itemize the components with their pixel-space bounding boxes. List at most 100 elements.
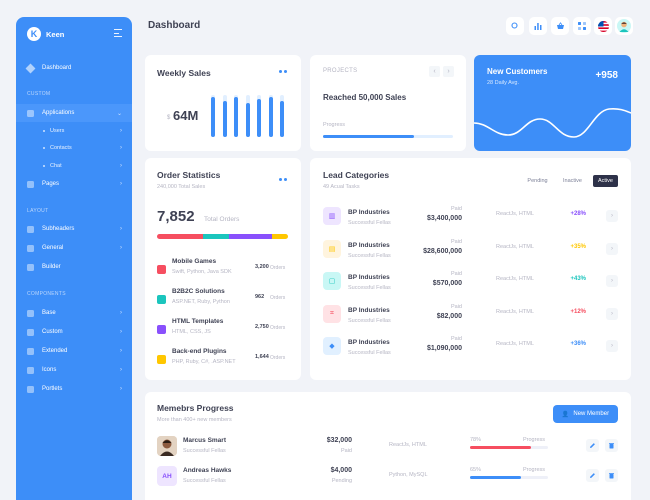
base-icon — [27, 309, 34, 317]
member-name[interactable]: Andreas Hawks — [183, 467, 232, 474]
weekly-sales-amount: 64M — [173, 108, 199, 123]
chevron-right-icon: › — [120, 163, 122, 169]
lead-company[interactable]: BP Industries — [348, 209, 390, 216]
chevron-right-icon: › — [120, 329, 122, 335]
member-tech: Python, MySQL — [389, 472, 428, 478]
lead-amount: $82,000 — [436, 312, 462, 320]
portlets-icon — [27, 385, 34, 393]
lead-company[interactable]: BP Industries — [348, 339, 390, 346]
projects-headline: Reached 50,000 Sales — [323, 93, 407, 102]
new-member-button[interactable]: 👤 New Member — [553, 405, 618, 423]
sidebar-item-label: Portlets — [42, 386, 63, 392]
bar — [234, 97, 238, 137]
order-item-unit: Orders — [270, 354, 286, 361]
add-user-icon: 👤 — [561, 411, 570, 418]
sidebar-subitem-contacts[interactable]: Contacts › — [16, 141, 132, 155]
customers-count: +958 — [595, 70, 618, 81]
member-avatar: AH — [157, 466, 177, 486]
sidebar-item-custom[interactable]: Custom › — [16, 323, 132, 341]
lead-company[interactable]: BP Industries — [348, 241, 390, 249]
card-title: Weekly Sales — [157, 68, 211, 78]
more-options-icon[interactable] — [279, 178, 287, 181]
user-avatar-button[interactable] — [615, 17, 633, 35]
us-flag-icon — [597, 20, 609, 32]
sidebar-item-label: Custom — [42, 329, 63, 335]
sidebar-item-builder[interactable]: Builder — [16, 258, 132, 276]
sidebar-item-applications[interactable]: Applications ⌄ — [16, 104, 132, 122]
progress-fill — [470, 446, 531, 449]
lead-company[interactable]: BP Industries — [348, 274, 390, 281]
next-button[interactable]: › — [443, 66, 454, 77]
bar — [280, 101, 284, 137]
bullet-icon — [43, 130, 45, 132]
sidebar-item-portlets[interactable]: Portlets › — [16, 380, 132, 398]
sidebar-subitem-users[interactable]: Users › — [16, 124, 132, 138]
sidebar-item-base[interactable]: Base › — [16, 304, 132, 322]
edit-button[interactable] — [586, 439, 599, 452]
lead-amount: $28,600,000 — [423, 247, 462, 255]
member-name[interactable]: Marcus Smart — [183, 437, 226, 444]
brand[interactable]: K Keen — [16, 17, 132, 51]
chevron-right-icon: › — [120, 310, 122, 316]
bar-chart-icon — [534, 23, 542, 30]
row-action-button[interactable]: › — [606, 242, 618, 255]
paid-label: Paid — [450, 303, 462, 310]
cart-button[interactable] — [551, 17, 569, 35]
chevron-left-icon: ‹ — [433, 68, 436, 75]
tab-pending[interactable]: Pending — [527, 178, 548, 184]
delete-button[interactable] — [605, 439, 618, 452]
new-customers-card: New Customers 28 Daily Avg. +958 — [474, 55, 631, 151]
order-item-name: HTML Templates — [172, 318, 224, 325]
paid-label: Paid — [450, 271, 462, 277]
chevron-right-icon: › — [611, 213, 613, 219]
order-item-name: Mobile Games — [172, 258, 217, 265]
category-color-icon — [157, 325, 166, 334]
trash-icon — [609, 443, 614, 449]
row-action-button[interactable]: › — [606, 210, 618, 222]
segment — [202, 234, 230, 239]
apps-button[interactable] — [573, 17, 591, 35]
row-action-button[interactable]: › — [606, 340, 618, 352]
member-progress-bar — [470, 446, 548, 449]
pages-icon — [27, 180, 34, 188]
member-status: Pending — [331, 478, 352, 484]
sidebar-section-components: COMPONENTS — [27, 291, 66, 297]
sidebar-subitem-chat[interactable]: Chat › — [16, 159, 132, 173]
sidebar-item-dashboard[interactable]: Dashboard — [16, 59, 132, 77]
row-action-button[interactable]: › — [606, 275, 618, 287]
stats-button[interactable] — [529, 17, 547, 35]
edit-button[interactable] — [586, 469, 599, 482]
lead-tech: ReactJs, HTML — [496, 276, 534, 282]
paid-label: Paid — [450, 206, 462, 212]
lead-company[interactable]: BP Industries — [348, 306, 390, 314]
tab-inactive[interactable]: Inactive — [563, 178, 582, 184]
sidebar-item-icons[interactable]: Icons › — [16, 361, 132, 379]
member-desc: Successful Fellas — [183, 448, 226, 454]
lead-desc: Successful Fellas — [348, 350, 391, 356]
delete-button[interactable] — [605, 469, 618, 482]
menu-toggle-icon[interactable] — [114, 29, 122, 40]
applications-icon — [27, 109, 34, 117]
prev-button[interactable]: ‹ — [429, 66, 440, 77]
lead-tech: ReactJs, HTML — [496, 308, 534, 315]
customers-wave-chart — [474, 108, 631, 138]
more-options-icon[interactable] — [279, 70, 287, 73]
sidebar-item-general[interactable]: General › — [16, 239, 132, 257]
member-desc: Successful Fellas — [183, 478, 226, 484]
lead-desc: Successful Fellas — [348, 220, 391, 226]
chevron-right-icon: › — [120, 367, 122, 373]
sidebar-item-subheaders[interactable]: Subheaders › — [16, 220, 132, 238]
language-button[interactable] — [594, 17, 612, 35]
tab-active[interactable]: Active — [593, 175, 618, 187]
search-button[interactable] — [506, 17, 524, 35]
card-subtitle: 240,000 Total Sales — [157, 184, 206, 190]
lead-tech: ReactJs, HTML — [496, 211, 534, 217]
member-amount: $32,000 — [326, 437, 352, 444]
sidebar-item-pages[interactable]: Pages › — [16, 175, 132, 193]
sidebar-item-extended[interactable]: Extended › — [16, 342, 132, 360]
row-action-button[interactable]: › — [606, 307, 618, 320]
order-item-value: 3,200 — [255, 264, 269, 270]
bar-track — [211, 95, 215, 137]
card-title: New Customers — [487, 67, 548, 76]
lead-tech: ReactJs, HTML — [496, 243, 534, 250]
